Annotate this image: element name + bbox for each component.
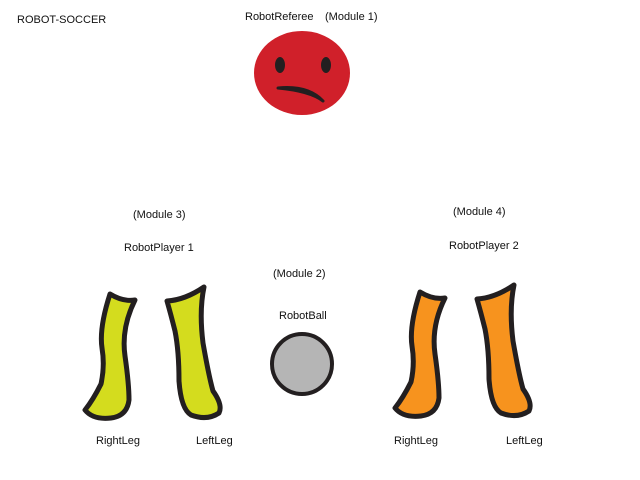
player1-right-leg-label: RightLeg xyxy=(96,435,141,447)
diagram-title: ROBOT-SOCCER xyxy=(17,14,107,26)
referee-right-eye xyxy=(321,57,331,73)
ball-icon xyxy=(270,332,334,396)
referee-frown xyxy=(276,86,325,103)
player1-left-leg-icon xyxy=(164,284,223,421)
player1-module-label: (Module 3) xyxy=(133,209,186,221)
ball-name-label: RobotBall xyxy=(279,310,327,322)
player2-name-label: RobotPlayer 2 xyxy=(449,240,519,252)
player2-module-label: (Module 4) xyxy=(453,206,506,218)
referee-name-label: RobotReferee xyxy=(245,11,314,23)
player2-left-leg-label: LeftLeg xyxy=(506,435,543,447)
player1-name-label: RobotPlayer 1 xyxy=(124,242,194,254)
player1-right-leg-icon xyxy=(82,291,138,421)
referee-head xyxy=(254,31,350,115)
referee-left-eye xyxy=(275,57,285,73)
sad-face-icon xyxy=(254,31,350,115)
player2-right-leg-icon xyxy=(392,289,448,419)
player2-right-leg-label: RightLeg xyxy=(394,435,439,447)
player2-left-leg-icon xyxy=(474,282,533,419)
referee-module-label: (Module 1) xyxy=(325,11,378,23)
player1-left-leg-label: LeftLeg xyxy=(196,435,233,447)
ball-module-label: (Module 2) xyxy=(273,268,326,280)
